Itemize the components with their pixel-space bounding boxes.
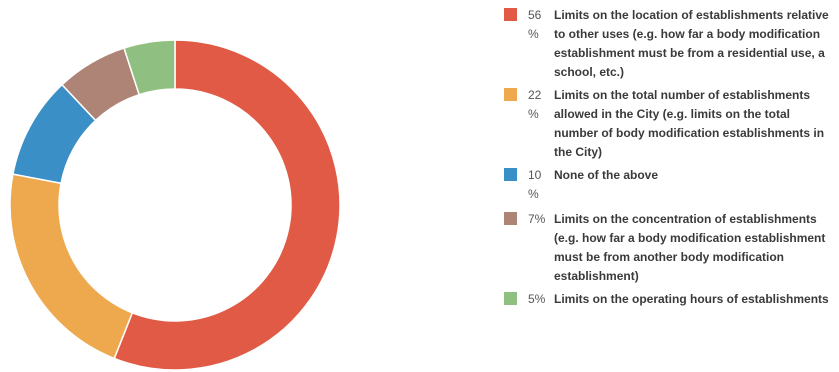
legend-item-concentration[interactable]: 7% Limits on the concentration of establ… bbox=[504, 210, 836, 286]
legend-percent: 56 % bbox=[528, 8, 542, 41]
slice-operating-hours[interactable] bbox=[123, 39, 176, 96]
legend-item-total-number[interactable]: 22 % Limits on the total number of estab… bbox=[504, 86, 836, 162]
legend-swatch bbox=[504, 88, 517, 101]
legend-label: Limits on the concentration of establish… bbox=[554, 212, 826, 283]
legend-label: None of the above bbox=[554, 168, 659, 182]
slice-location[interactable] bbox=[113, 39, 341, 371]
legend-label: Limits on the location of establishments… bbox=[554, 8, 829, 79]
legend-percent: 7% bbox=[528, 212, 546, 226]
legend-swatch bbox=[504, 168, 517, 181]
legend-swatch bbox=[504, 292, 517, 305]
legend-percent: 5% bbox=[528, 292, 546, 306]
legend-item-none[interactable]: 10 % None of the above bbox=[504, 166, 836, 204]
legend: 56 % Limits on the location of establish… bbox=[504, 6, 836, 313]
legend-percent: 22 % bbox=[528, 88, 542, 121]
legend-swatch bbox=[504, 8, 517, 21]
slice-total-number[interactable] bbox=[9, 173, 134, 360]
legend-swatch bbox=[504, 212, 517, 225]
donut-svg bbox=[9, 39, 341, 371]
legend-label: Limits on the operating hours of establi… bbox=[554, 292, 829, 306]
legend-label: Limits on the total number of establishm… bbox=[554, 88, 825, 159]
legend-item-location[interactable]: 56 % Limits on the location of establish… bbox=[504, 6, 836, 82]
donut-chart bbox=[0, 0, 360, 372]
legend-item-operating-hours[interactable]: 5% Limits on the operating hours of esta… bbox=[504, 290, 836, 309]
legend-percent: 10 % bbox=[528, 168, 542, 201]
